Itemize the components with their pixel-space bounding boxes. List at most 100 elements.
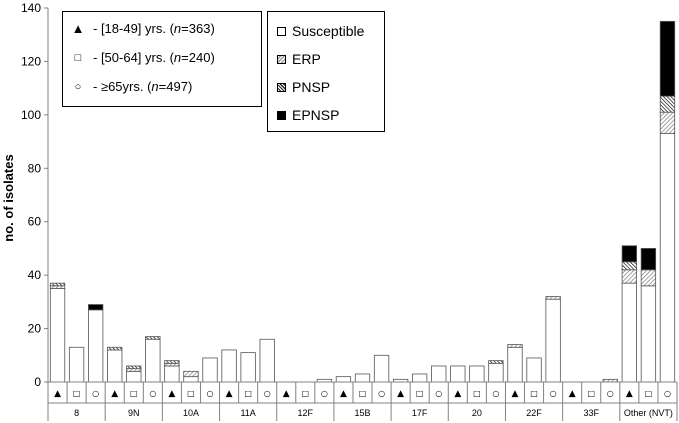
bar-segment-erp	[183, 370, 199, 378]
bar-segment-epnsp	[621, 245, 637, 263]
y-axis: 0 20 40 60 80 100 120 140	[21, 1, 49, 389]
x-category-label: 22F	[526, 408, 542, 418]
y-tick-label: 0	[34, 375, 41, 389]
bar-segment-susceptible	[659, 133, 676, 383]
bar-segment-susceptible	[107, 349, 123, 383]
square-marker-icon: □	[359, 389, 367, 398]
x-category-label: 8	[74, 408, 79, 418]
bar-segment-susceptible	[640, 285, 657, 383]
square-marker-icon: □	[530, 389, 538, 398]
circle-marker-icon: ○	[435, 389, 442, 398]
triangle-marker-icon: ▲	[397, 389, 404, 399]
bar-segment-erp	[507, 344, 523, 348]
y-tick-label: 100	[21, 108, 41, 122]
bar-segment-susceptible	[450, 365, 466, 383]
bar-segment-susceptible	[545, 298, 561, 383]
susceptible-swatch-icon	[277, 26, 286, 36]
legend-item-epnsp: EPNSP	[277, 107, 339, 123]
bar-segment-pnsp	[659, 95, 676, 113]
square-marker-icon: □	[244, 389, 252, 398]
bar-segment-epnsp	[640, 248, 657, 271]
circle-marker-icon: ○	[264, 389, 271, 398]
bar-segment-pnsp	[107, 346, 123, 351]
y-tick-label: 120	[21, 54, 41, 68]
circle-marker-icon: ○	[149, 389, 156, 398]
bar-segment-erp	[640, 269, 657, 287]
bar-segment-susceptible	[68, 346, 85, 383]
circle-marker-icon: ○	[92, 389, 99, 398]
bar-segment-susceptible	[469, 365, 485, 383]
triangle-marker-icon: ▲	[54, 389, 61, 399]
age-group-legend: ▲ - [18-49] yrs. (n=363) □ - [50-64] yrs…	[62, 11, 262, 107]
bars-group	[49, 20, 676, 383]
bar-segment-erp	[164, 362, 180, 367]
y-tick-label: 40	[28, 268, 42, 282]
bar-segment-susceptible	[202, 357, 218, 383]
bar-segment-pnsp	[145, 336, 161, 340]
bar-segment-susceptible	[49, 288, 66, 383]
triangle-marker-icon: ▲	[626, 389, 633, 399]
bar-segment-erp	[659, 111, 676, 134]
triangle-marker-icon: ▲	[340, 389, 347, 399]
bar-segment-susceptible	[240, 352, 256, 383]
triangle-marker-icon: ▲	[569, 389, 576, 399]
bar-segment-susceptible	[526, 357, 542, 383]
bar-segment-epnsp	[88, 304, 104, 311]
circle-marker-icon: ○	[378, 389, 385, 398]
y-tick-label: 20	[28, 322, 42, 336]
legend-label-susceptible: Susceptible	[292, 23, 365, 39]
square-marker-icon: □	[645, 389, 653, 398]
bar-segment-susceptible	[88, 309, 104, 383]
y-tick-label: 140	[21, 1, 41, 15]
triangle-marker-icon: ▲	[168, 389, 175, 399]
legend-label-pnsp: PNSP	[292, 79, 331, 95]
x-category-label: 9N	[128, 408, 140, 418]
bar-segment-susceptible	[164, 365, 180, 383]
bar-segment-susceptible	[221, 349, 237, 383]
x-category-label: 33F	[583, 408, 599, 418]
susceptibility-legend: Susceptible ERP PNSP EPNSP	[267, 11, 385, 132]
legend-item-age-50-64: □ - [50-64] yrs. (n=240)	[63, 50, 215, 65]
x-axis: ▲ □ ○ ▲ □ ○ ▲ □ ○ ▲ □ ○ ▲ □ ○ ▲ □ ○ ▲ □ ○ ▲ □ ○ ▲ □ ○ ▲ □ ○ ▲ □ ○ 8 9N 10A 1…	[47, 381, 678, 421]
square-marker-icon: □	[587, 389, 595, 398]
square-marker-icon: □	[73, 389, 81, 398]
bar-segment-susceptible	[373, 354, 390, 383]
y-tick-label: 80	[28, 161, 42, 175]
legend-label-age-18-49: - [18-49] yrs. (n=363)	[93, 21, 215, 36]
triangle-marker-icon: ▲	[512, 389, 519, 399]
legend-label-age-65-plus: - ≥65yrs. (n=497)	[93, 79, 193, 94]
x-category-label: Other (NVT)	[624, 408, 673, 418]
bar-segment-pnsp	[49, 282, 66, 287]
y-axis-label: no. of isolates	[1, 154, 16, 241]
bar-segment-erp	[621, 269, 637, 284]
y-tick-label: 60	[28, 215, 42, 229]
legend-item-susceptible: Susceptible	[277, 23, 364, 39]
triangle-marker-icon: ▲	[111, 389, 118, 399]
bar-segment-susceptible	[145, 338, 161, 383]
bar-segment-susceptible	[335, 376, 352, 383]
bar-segment-susceptible	[259, 338, 275, 383]
x-category-label: 20	[472, 408, 482, 418]
pnsp-swatch-icon	[277, 82, 286, 92]
bar-segment-erp	[126, 368, 142, 372]
x-category-label: 15B	[354, 408, 370, 418]
circle-marker-icon: ○	[321, 389, 328, 398]
legend-item-age-18-49: ▲ - [18-49] yrs. (n=363)	[63, 21, 215, 36]
legend-label-erp: ERP	[292, 51, 321, 67]
bar-segment-susceptible	[126, 370, 142, 383]
bar-segment-susceptible	[354, 373, 371, 383]
triangle-marker-icon: ▲	[454, 389, 461, 399]
x-category-label: 11A	[240, 408, 255, 418]
circle-marker-icon: ○	[74, 80, 82, 93]
square-marker-icon: □	[416, 389, 424, 398]
triangle-marker-icon: ▲	[71, 21, 85, 36]
triangle-marker-icon: ▲	[226, 389, 233, 399]
bar-segment-pnsp	[126, 365, 142, 370]
bar-segment-susceptible	[507, 346, 523, 383]
bar-segment-susceptible	[621, 282, 637, 383]
legend-item-erp: ERP	[277, 51, 321, 67]
legend-label-age-50-64: - [50-64] yrs. (n=240)	[93, 50, 215, 65]
x-category-label: 12F	[298, 408, 314, 418]
square-marker-icon: □	[302, 389, 310, 398]
